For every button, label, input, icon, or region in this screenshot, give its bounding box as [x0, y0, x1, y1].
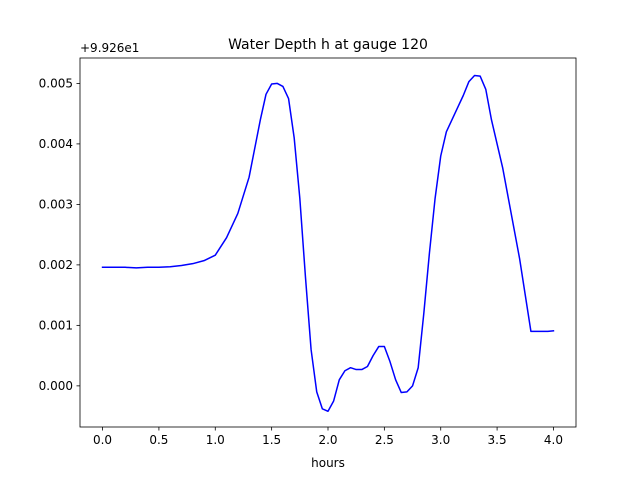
x-tick-label: 2.0 — [318, 433, 337, 447]
x-tick-label: 1.5 — [262, 433, 281, 447]
y-tick-label: 0.004 — [39, 137, 73, 151]
x-tick-label: 0.0 — [93, 433, 112, 447]
axes-layer: 0.0 0.5 1.0 1.5 2.0 2.5 3.0 3.5 4.0 0.000 0.001 0.0… — [39, 57, 577, 447]
x-tick-label: 2.5 — [375, 433, 394, 447]
x-tick-label: 0.5 — [149, 433, 168, 447]
y-tick-label: 0.001 — [39, 319, 73, 333]
data-layer — [101, 74, 555, 413]
x-axis-label: hours — [311, 456, 345, 470]
y-tick-label: 0.000 — [39, 379, 73, 393]
x-tick-label: 3.0 — [431, 433, 450, 447]
plot-area: 0.0 0.5 1.0 1.5 2.0 2.5 3.0 3.5 4.0 0.000 0.001 0.0… — [39, 57, 577, 447]
y-offset-text: +9.926e1 — [80, 41, 139, 55]
x-tick-label: 3.5 — [488, 433, 507, 447]
chart-title: Water Depth h at gauge 120 — [228, 37, 428, 53]
y-tick-label: 0.005 — [39, 77, 73, 91]
x-tick-label: 4.0 — [544, 433, 563, 447]
y-tick-label: 0.003 — [39, 198, 73, 212]
y-tick-label: 0.002 — [39, 258, 73, 272]
series-line-0 — [101, 74, 555, 413]
x-tick-label: 1.0 — [206, 433, 225, 447]
